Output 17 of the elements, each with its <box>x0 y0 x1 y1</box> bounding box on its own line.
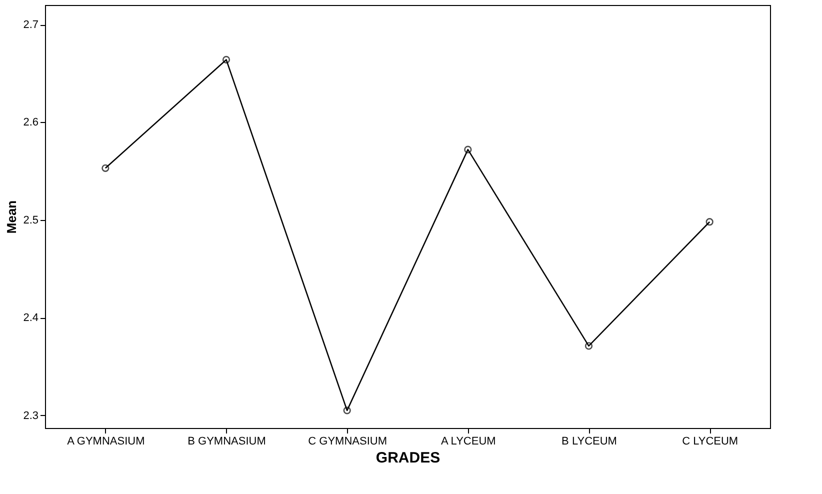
y-axis-title: Mean <box>4 200 20 234</box>
x-tick-label: A GYMNASIUM <box>67 436 145 448</box>
x-tick-label: B LYCEUM <box>562 436 617 448</box>
y-tick-label: 2.7 <box>23 19 38 32</box>
x-axis-title: GRADES <box>376 450 440 466</box>
x-tick-label: C GYMNASIUM <box>308 436 388 448</box>
y-tick-label: 2.6 <box>23 116 38 129</box>
y-tick-label: 2.4 <box>23 312 38 324</box>
point <box>464 146 472 154</box>
x-tick-label: B GYMNASIUM <box>188 436 266 448</box>
x-tick-label: A LYCEUM <box>441 436 496 448</box>
x-tick-label: C LYCEUM <box>682 436 738 448</box>
y-tick-label: 2.3 <box>23 410 38 422</box>
point <box>222 56 230 64</box>
y-tick-label: 2.5 <box>23 214 38 226</box>
point <box>343 406 351 414</box>
point <box>584 342 593 350</box>
